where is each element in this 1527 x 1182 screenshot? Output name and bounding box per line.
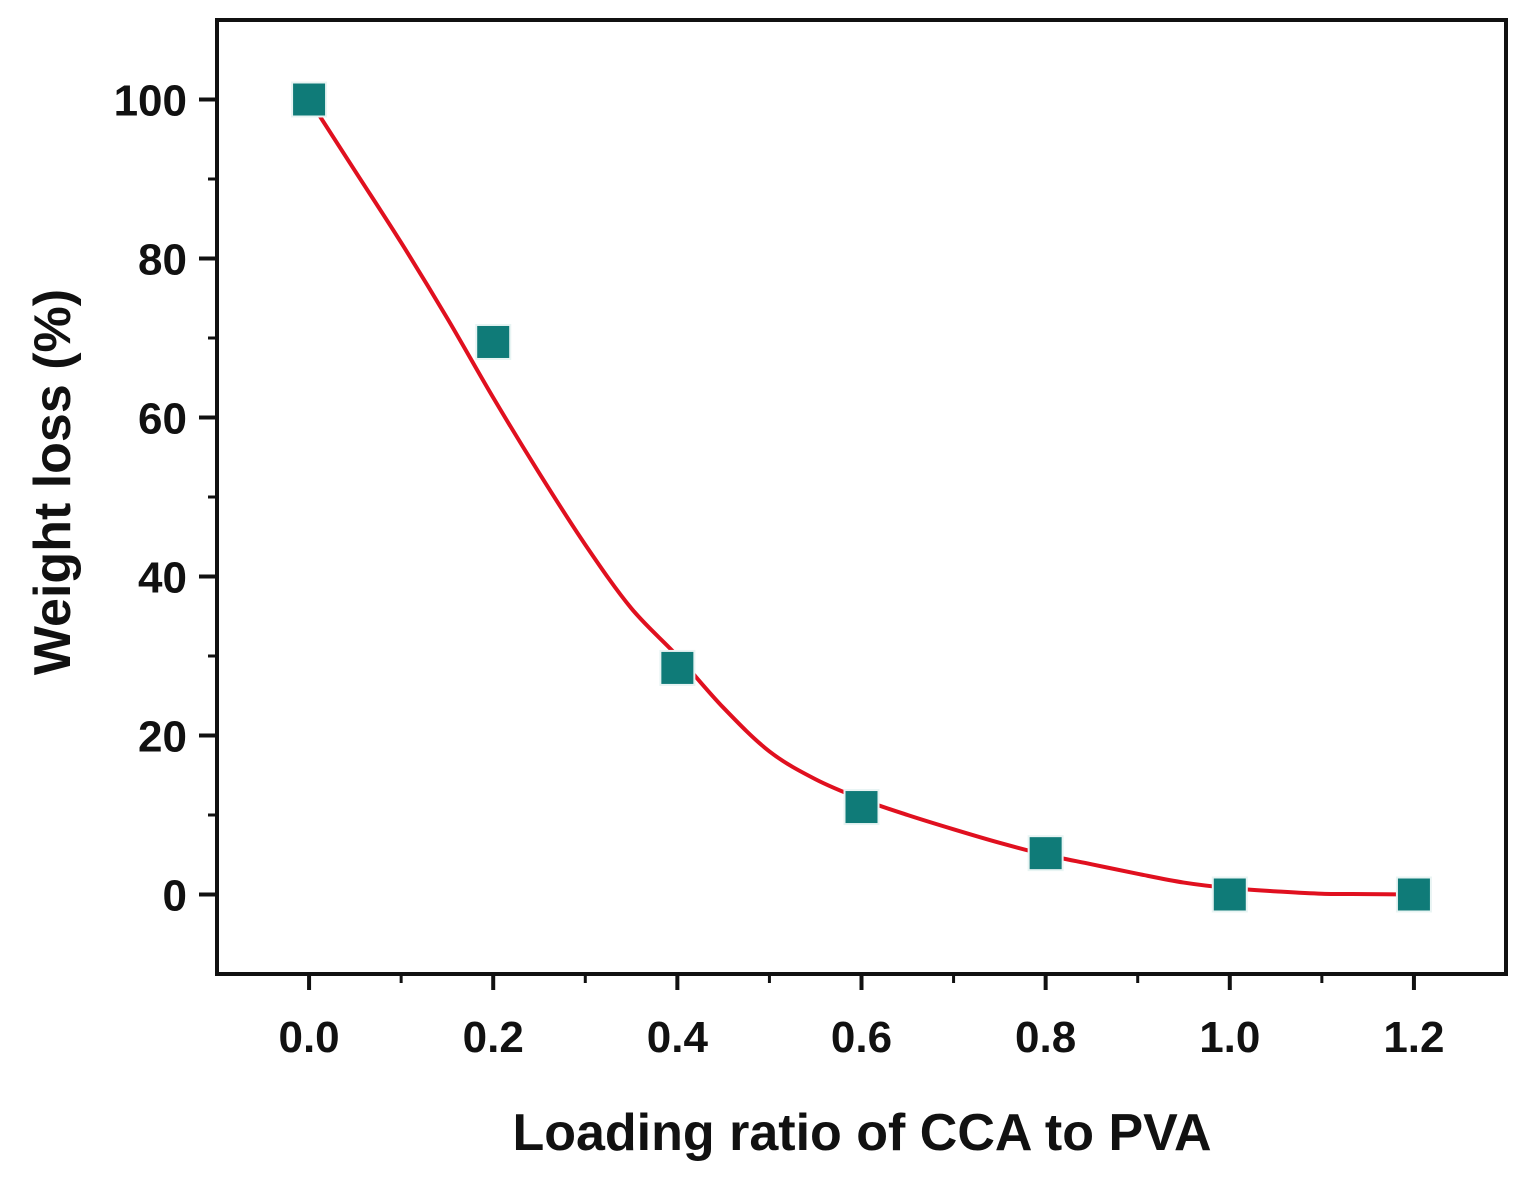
y-tick-label: 0 [163,872,187,921]
x-tick-label: 0.4 [647,1013,709,1062]
labels-layer: 0.0 0.2 0.4 0.6 0.8 1.0 1.2 0 20 40 60 80 100 [114,77,1445,1063]
data-point-square [1027,835,1064,872]
x-tick-label: 0.8 [1015,1013,1076,1062]
data-point-square [475,323,512,360]
y-tick-label: 100 [114,77,187,126]
y-tick-label: 80 [138,236,187,285]
y-axis-title: Weight loss (%) [24,289,82,675]
ticks-layer [199,97,1416,990]
points-layer [291,81,1432,913]
data-point-square [1395,876,1432,913]
y-tick-label: 60 [138,395,187,444]
x-tick-label: 0.0 [278,1013,339,1062]
data-point-square [1211,876,1248,913]
x-tick-label: 1.0 [1199,1013,1260,1062]
data-point-square [659,649,696,686]
x-tick-label: 1.2 [1383,1013,1444,1062]
x-tick-label: 0.2 [463,1013,524,1062]
x-axis-title: Loading ratio of CCA to PVA [512,1104,1211,1162]
data-point-square [843,789,880,826]
fit-curve-line [307,98,1414,897]
plot-frame [215,18,1508,976]
x-tick-label: 0.6 [831,1013,892,1062]
data-point-square [291,81,328,118]
y-tick-label: 20 [138,713,187,762]
curve-layer [307,98,1414,897]
y-tick-label: 40 [138,554,187,603]
